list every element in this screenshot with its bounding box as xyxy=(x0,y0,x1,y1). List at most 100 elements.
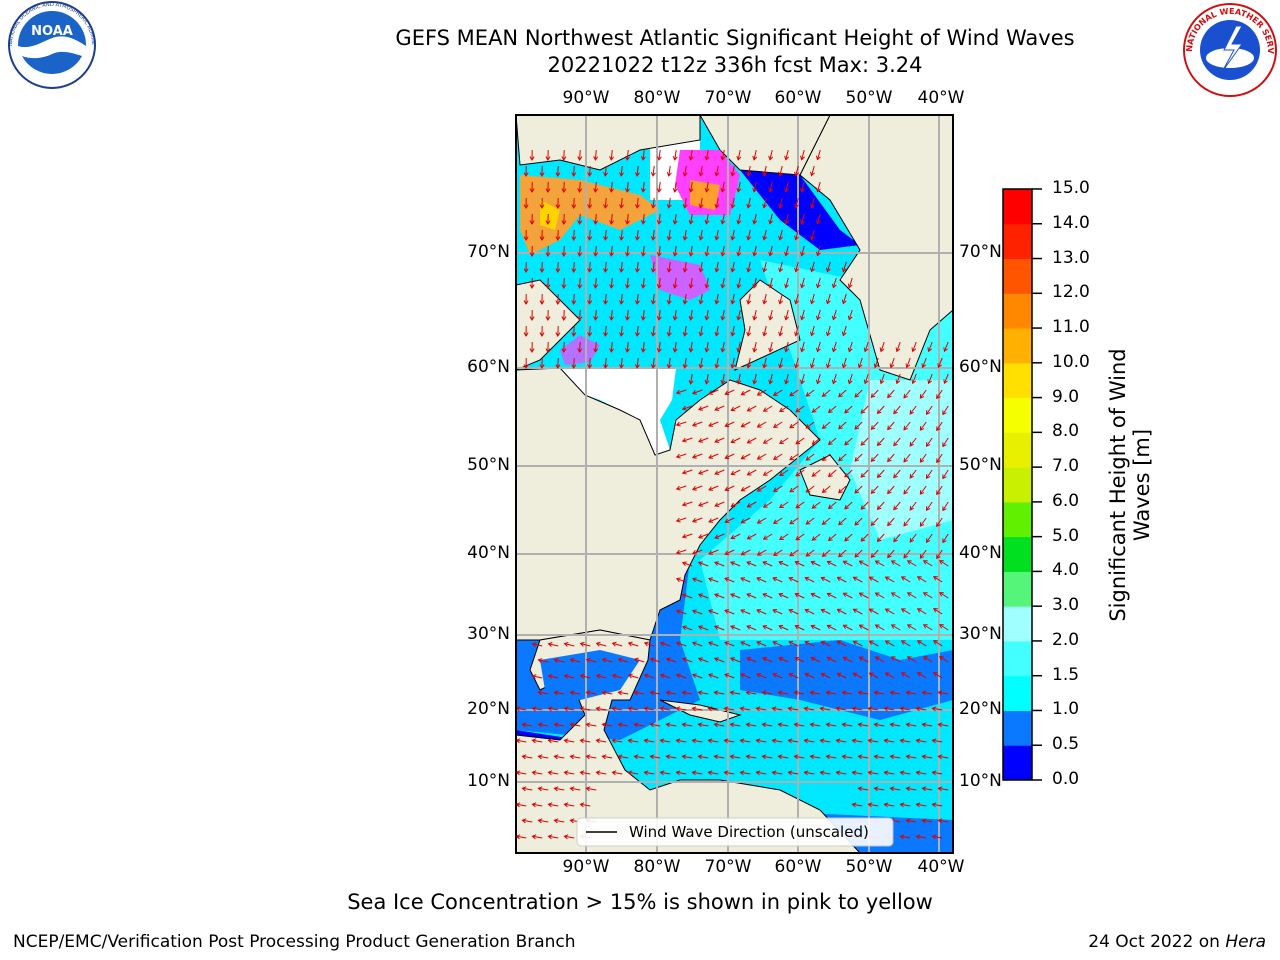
wind-wave-arrow xyxy=(604,261,607,273)
wind-wave-arrow xyxy=(698,594,709,599)
wind-wave-arrow xyxy=(828,405,837,413)
wind-wave-arrowhead xyxy=(625,252,630,257)
wind-wave-arrowhead xyxy=(932,608,938,613)
wind-wave-arrow xyxy=(785,309,789,320)
wind-wave-arrowhead xyxy=(625,316,630,321)
wind-wave-arrowhead xyxy=(650,364,656,369)
wind-wave-arrow xyxy=(724,389,735,395)
wind-wave-arrow xyxy=(788,641,799,647)
wind-wave-arrowhead xyxy=(724,486,730,492)
wind-wave-arrow xyxy=(772,641,783,647)
wind-wave-arrowhead xyxy=(529,188,535,193)
wind-wave-arrow xyxy=(668,197,671,208)
wind-wave-arrowhead xyxy=(529,284,535,289)
wind-wave-arrowhead xyxy=(634,300,640,305)
wind-wave-arrow xyxy=(919,549,927,559)
wind-wave-arrowhead xyxy=(778,235,783,241)
wind-wave-arrow xyxy=(875,560,885,567)
wind-wave-arrow xyxy=(594,181,597,193)
wind-wave-arrow xyxy=(906,691,917,695)
wind-wave-arrow xyxy=(909,501,917,511)
wind-wave-arrowhead xyxy=(756,519,762,524)
wind-wave-arrowhead xyxy=(899,802,905,808)
wind-wave-arrowhead xyxy=(577,316,583,321)
wind-wave-arrowhead xyxy=(650,172,656,177)
wind-wave-arrowhead xyxy=(793,722,799,728)
wind-wave-arrowhead xyxy=(529,252,535,257)
wind-wave-arrow xyxy=(811,325,815,336)
wind-wave-arrow xyxy=(652,325,655,336)
wind-wave-arrow xyxy=(832,309,837,320)
wind-wave-arrow xyxy=(715,325,719,336)
wind-wave-arrow xyxy=(618,658,629,663)
wind-wave-arrowhead xyxy=(595,738,601,744)
wind-wave-arrow xyxy=(812,533,821,541)
wind-wave-arrow xyxy=(628,674,639,679)
wind-wave-arrow xyxy=(682,437,693,442)
wind-wave-arrowhead xyxy=(858,592,864,597)
wind-wave-arrowhead xyxy=(932,576,938,581)
lon-label-bottom: 70°W xyxy=(704,857,752,877)
wind-wave-arrow xyxy=(610,181,613,193)
wind-wave-arrow xyxy=(642,149,645,160)
wind-wave-arrow xyxy=(869,608,879,615)
wind-wave-arrowhead xyxy=(691,518,697,523)
wind-wave-arrowhead xyxy=(619,236,624,241)
wind-wave-arrow xyxy=(868,707,879,711)
wind-wave-arrow xyxy=(794,657,805,663)
wind-wave-arrowhead xyxy=(545,252,551,257)
wind-wave-arrow xyxy=(594,245,597,257)
wind-wave-arrow xyxy=(890,357,895,368)
wind-wave-arrowhead xyxy=(563,770,569,776)
wind-wave-arrowhead xyxy=(900,576,906,581)
wind-wave-arrowhead xyxy=(713,722,719,728)
wind-wave-arrowhead xyxy=(704,219,710,225)
wind-wave-arrowhead xyxy=(665,657,671,663)
wind-wave-arrow xyxy=(804,739,815,743)
wind-wave-arrowhead xyxy=(936,426,941,432)
wind-wave-arrow xyxy=(715,261,719,272)
wind-wave-arrow xyxy=(658,245,661,256)
wind-wave-arrow xyxy=(805,421,815,429)
wind-wave-arrowhead xyxy=(942,506,947,512)
wind-wave-arrow xyxy=(901,640,911,647)
wind-wave-arrowhead xyxy=(876,537,882,543)
wind-wave-arrowhead xyxy=(838,456,843,462)
wind-wave-arrow xyxy=(557,293,559,305)
wind-wave-arrow xyxy=(891,656,901,663)
wind-wave-arrow xyxy=(826,293,831,304)
wind-wave-arrow xyxy=(746,657,757,663)
wind-wave-arrowhead xyxy=(545,188,551,193)
wind-wave-arrowhead xyxy=(893,409,898,415)
wind-wave-arrow xyxy=(843,624,853,631)
wind-wave-arrowhead xyxy=(714,534,720,540)
wind-wave-arrow xyxy=(938,691,949,695)
wind-wave-arrow xyxy=(769,277,773,288)
wind-wave-arrow xyxy=(871,485,879,494)
colorbar-label: Significant Height of Wind Waves [m] xyxy=(1105,348,1154,622)
wind-wave-arrow xyxy=(676,610,687,615)
wind-wave-arrow xyxy=(746,755,757,759)
wind-wave-arrowhead xyxy=(746,203,752,209)
wind-wave-arrowhead xyxy=(650,300,656,305)
wind-wave-arrowhead xyxy=(825,722,831,728)
wind-wave-arrow xyxy=(788,609,799,615)
wind-wave-arrow xyxy=(795,437,805,445)
wind-wave-arrow xyxy=(832,277,837,288)
wind-wave-arrow xyxy=(779,469,789,476)
wind-wave-arrowhead xyxy=(708,609,713,614)
wind-wave-arrow xyxy=(919,517,927,527)
wind-wave-arrowhead xyxy=(762,363,768,369)
wind-wave-arrow xyxy=(588,229,591,241)
wind-wave-arrowhead xyxy=(691,390,697,395)
wind-wave-arrowhead xyxy=(609,252,615,257)
wind-wave-arrowhead xyxy=(909,537,915,543)
wind-wave-arrow xyxy=(724,609,735,615)
wind-wave-arrow xyxy=(848,277,853,288)
wind-wave-arrowhead xyxy=(890,592,896,597)
wind-wave-arrow xyxy=(753,341,757,352)
wind-wave-arrowhead xyxy=(640,348,646,353)
wind-wave-arrow xyxy=(740,609,751,615)
wind-wave-arrowhead xyxy=(915,770,921,776)
wind-wave-arrowhead xyxy=(740,422,746,428)
